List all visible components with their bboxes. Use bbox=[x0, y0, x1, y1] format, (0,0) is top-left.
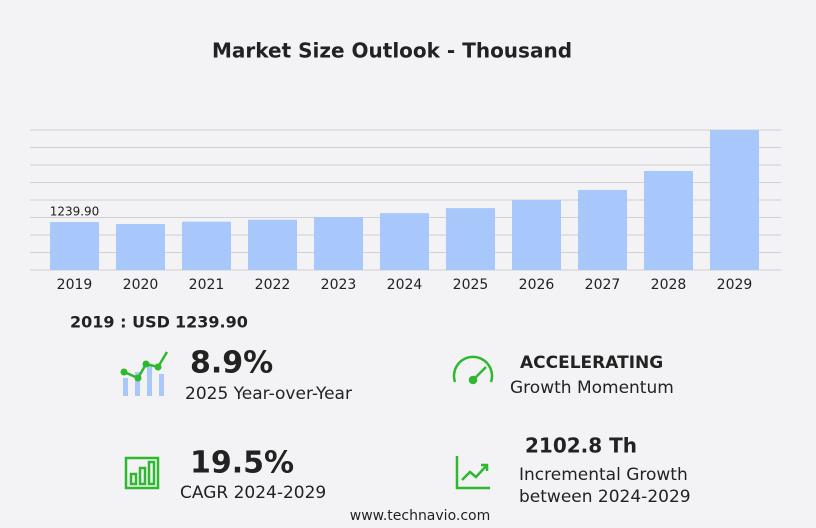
momentum-label: Growth Momentum bbox=[510, 378, 674, 398]
x-tick-label: 2027 bbox=[585, 277, 621, 293]
bars: 2019 1239.90 2020 2021 2022 2023 2024 2025 2026 2… bbox=[50, 130, 759, 293]
bar bbox=[116, 223, 165, 270]
incremental-value: 2102.8 Th bbox=[525, 434, 637, 458]
x-tick-label: 2022 bbox=[255, 277, 291, 293]
summary-value: 1239.90 bbox=[175, 313, 248, 332]
bar bbox=[182, 221, 231, 270]
x-tick-label: 2028 bbox=[651, 277, 687, 293]
cagr-label: CAGR 2024-2029 bbox=[180, 483, 326, 503]
x-tick-label: 2024 bbox=[387, 277, 423, 293]
momentum-value: ACCELERATING bbox=[520, 353, 663, 373]
bar bbox=[578, 189, 627, 270]
bar bbox=[314, 217, 363, 270]
bar bbox=[644, 170, 693, 270]
summary-label: 2019 : USD bbox=[70, 313, 170, 332]
value-label: 1239.90 bbox=[50, 205, 100, 219]
x-tick-label: 2023 bbox=[321, 277, 357, 293]
x-tick-label: 2025 bbox=[453, 277, 489, 293]
bar bbox=[446, 208, 495, 270]
cagr-icon bbox=[124, 456, 160, 490]
yoy-value: 8.9% bbox=[190, 346, 273, 381]
cagr-value: 19.5% bbox=[190, 446, 294, 481]
bar bbox=[710, 130, 759, 270]
incremental-icon bbox=[455, 456, 490, 490]
incremental-label: Incremental Growth bbox=[519, 465, 688, 485]
x-tick-label: 2020 bbox=[123, 277, 159, 293]
incremental-sublabel: between 2024-2029 bbox=[519, 487, 691, 507]
bar bbox=[248, 219, 297, 270]
x-tick-label: 2026 bbox=[519, 277, 555, 293]
bar bbox=[380, 213, 429, 270]
footer: www.technavio.com bbox=[350, 508, 491, 524]
bar bbox=[50, 222, 99, 270]
bar bbox=[512, 200, 561, 270]
x-tick-label: 2019 bbox=[57, 277, 93, 293]
yoy-icon bbox=[120, 351, 169, 396]
x-tick-label: 2021 bbox=[189, 277, 225, 293]
x-tick-label: 2029 bbox=[717, 277, 753, 293]
chart-title: Market Size Outlook - Thousand bbox=[212, 39, 572, 63]
yoy-label: 2025 Year-over-Year bbox=[185, 384, 352, 404]
momentum-icon bbox=[452, 355, 494, 385]
